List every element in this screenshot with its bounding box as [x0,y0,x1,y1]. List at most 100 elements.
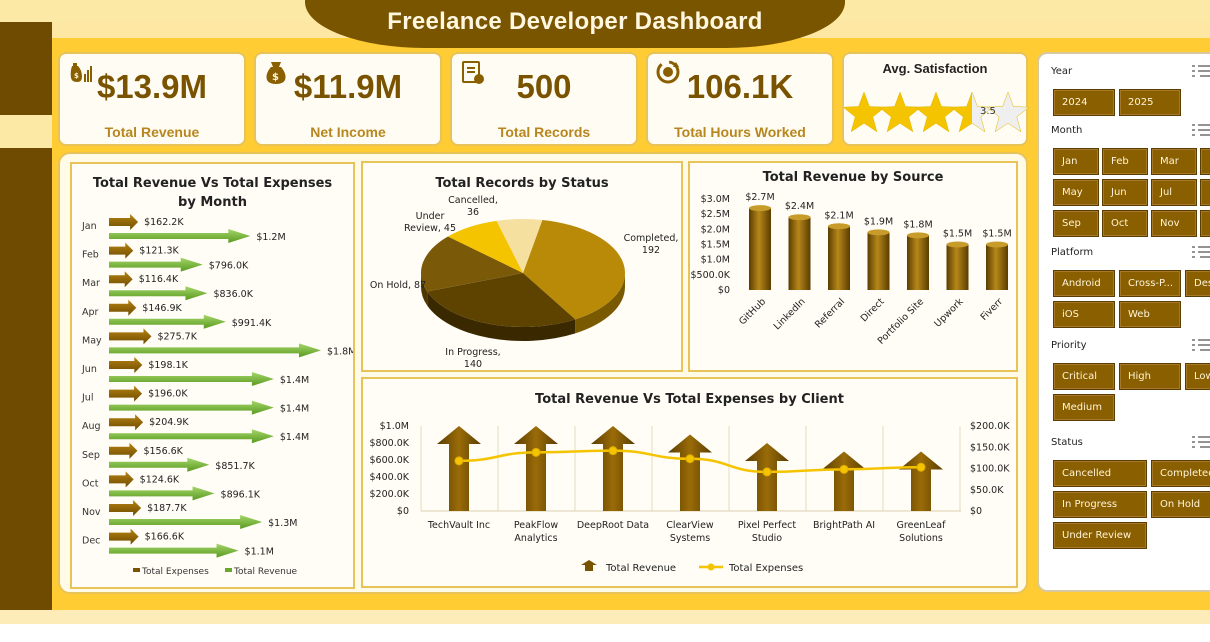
expense-data-label: $162.2K [144,217,184,228]
slicer-month-feb[interactable]: Feb [1102,148,1148,175]
expense-bar [109,442,138,459]
slicer-priority-high[interactable]: High [1119,363,1181,390]
expense-data-label: $275.7K [157,331,197,342]
chart-title: Total Revenue by Source [762,170,944,185]
source-bar-plot: $0 $500.0K $1.0M $1.5M $2.0M $2.5M $3.0M $2.7M G… [691,192,1012,347]
revenue-bar [109,372,274,386]
slicer-platform-web[interactable]: Web [1119,301,1181,328]
pie-data-label: In Progress, 140 [445,347,500,370]
chart-records-by-status: Total Records by Status Completed, 192 In … [361,161,683,372]
slicer-year-title: Year [1051,66,1073,77]
revenue-data-label: $851.7K [215,461,255,472]
chart-revenue-vs-expenses-by-client: Total Revenue Vs Total Expenses by Clien… [361,377,1018,588]
slicer-priority-medium[interactable]: Medium [1053,394,1115,421]
source-bar-top [907,232,929,239]
expense-bar [109,242,134,259]
kpi-total-records: 500 Total Records [450,52,638,146]
multi-select-icon[interactable] [1191,123,1210,137]
multi-select-icon[interactable] [1191,245,1210,259]
slicer-platform-title: Platform [1051,247,1094,258]
multi-select-icon[interactable] [1191,435,1210,449]
slicer-month-jul[interactable]: Jul [1151,179,1197,206]
slicer-platform-android[interactable]: Android [1053,270,1115,297]
source-data-label: $1.5M [982,229,1011,240]
slicer-month-may[interactable]: May [1053,179,1099,206]
multi-select-icon[interactable] [1191,338,1210,352]
expense-data-label: $204.9K [149,417,189,428]
revenue-bar [109,229,251,243]
star-icon [844,91,886,133]
pie-slice-side [427,291,576,341]
expense-data-label: $124.6K [140,474,180,485]
slicer-status-completed[interactable]: Completed [1151,460,1210,487]
y-tick-label: $2.0M [701,224,730,235]
slicer-year-2024[interactable]: 2024 [1053,89,1115,116]
client-combo-plot: $0 $200.0K $400.0K $600.0K $800.0K $1.0M $0 $50… [370,421,1011,574]
slicer-month-more[interactable] [1200,179,1210,206]
slicer-year-2025[interactable]: 2025 [1119,89,1181,116]
y-tick-label: $3.0M [701,194,730,205]
left-sidebar [0,22,52,610]
month-tick-label: May [82,335,102,346]
revenue-bar [109,314,226,329]
revenue-bar [109,400,274,415]
slicer-status-in-progress[interactable]: In Progress [1053,491,1147,518]
month-tick-label: Sep [82,450,100,461]
y-tick-label-left: $0 [397,506,409,517]
chart-title: Total Revenue Vs Total Expenses by Clien… [535,392,844,407]
y-tick-label-right: $200.0K [970,421,1010,432]
y-tick-label: $1.5M [701,240,730,251]
client-revenue-bar [899,451,943,511]
revenue-bar [109,515,263,529]
slicer-platform-cross-platform[interactable]: Cross-P... [1119,270,1181,297]
month-tick-label: Mar [82,278,100,289]
source-bar-top [828,223,850,230]
revenue-data-label: $1.1M [245,547,274,558]
expense-data-label: $166.6K [145,532,185,543]
slicer-month-nov[interactable]: Nov [1151,210,1197,237]
source-data-label: $1.5M [943,229,972,240]
slicer-month-jun[interactable]: Jun [1102,179,1148,206]
expense-data-label: $196.0K [148,389,188,400]
legend-swatch-revenue [581,560,597,571]
slicer-priority-low[interactable]: Low [1185,363,1210,390]
expense-bar [109,385,143,402]
source-bar-top [986,241,1008,248]
slicer-month-oct[interactable]: Oct [1102,210,1148,237]
source-bar-top [788,214,811,221]
slicer-month-sep[interactable]: Sep [1053,210,1099,237]
expense-data-label: $116.4K [139,274,179,285]
source-bar [828,226,850,290]
expense-point [839,464,849,474]
slicer-month-mar[interactable]: Mar [1151,148,1197,175]
x-tick-label: Fiverr [979,296,1006,323]
x-tick-label: GreenLeaf Solutions [897,520,947,544]
chart-title: Total Revenue Vs Total Expenses [92,176,333,191]
slicer-month-more[interactable] [1200,210,1210,237]
dashboard-title: Freelance Developer Dashboard [387,8,763,35]
source-bar [749,208,771,290]
expense-point [454,456,464,466]
month-chart-plot: Jan $162.2K $1.2M Feb $121.3K $796.0K Mar $116.… [81,214,353,577]
star-icon [914,91,958,133]
x-tick-label: PeakFlow Analytics [514,520,558,544]
source-data-label: $2.4M [785,201,814,212]
slicer-month-jan[interactable]: Jan [1053,148,1099,175]
client-revenue-bar [745,443,789,511]
x-tick-label: Pixel Perfect Studio [738,520,797,544]
y-tick-label-right: $150.0K [970,442,1010,453]
pie-slice [421,236,523,292]
slicer-platform-ios[interactable]: iOS [1053,301,1115,328]
slicer-month-more[interactable] [1200,148,1210,175]
revenue-data-label: $796.0K [209,261,249,272]
slicer-priority-critical[interactable]: Critical [1053,363,1115,390]
source-bar [867,232,890,290]
slicer-status-under-review[interactable]: Under Review [1053,522,1147,549]
slicer-platform-desktop[interactable]: Des [1185,270,1210,297]
slicer-status-cancelled[interactable]: Cancelled [1053,460,1147,487]
client-revenue-bar [822,451,866,511]
slicer-status-on-hold[interactable]: On Hold [1151,491,1210,518]
multi-select-icon[interactable] [1191,64,1210,78]
pie-slice [496,219,543,273]
kpi-label: Total Records [497,124,591,140]
